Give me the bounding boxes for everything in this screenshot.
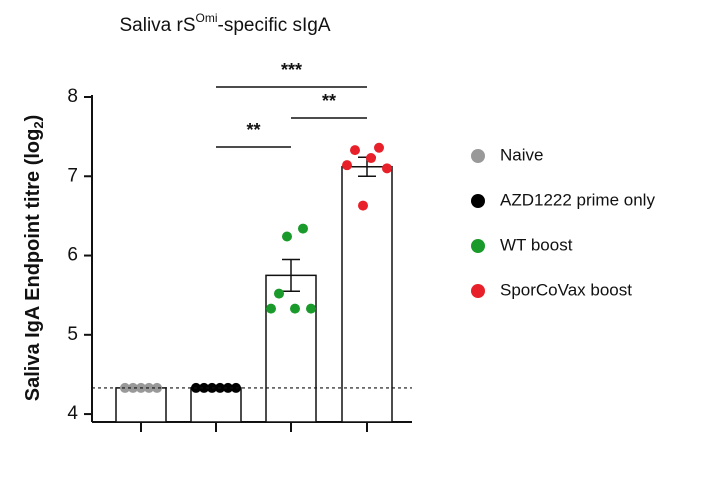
y-tick-label: 5 (67, 324, 78, 345)
significance-label: *** (281, 60, 302, 80)
data-point (374, 142, 384, 153)
chart-title: Saliva rSOmi-specific sIgA (119, 11, 330, 36)
data-point (358, 200, 368, 211)
y-tick-label: 7 (67, 165, 78, 186)
data-point (366, 153, 376, 164)
significance-label: ** (246, 120, 260, 140)
data-point (282, 231, 292, 242)
data-point (382, 163, 392, 174)
data-point (274, 288, 284, 299)
bar (341, 166, 393, 423)
legend-label: WT boost (500, 235, 573, 254)
y-tick-label: 4 (67, 403, 78, 424)
legend-marker (471, 284, 485, 298)
data-point (290, 303, 300, 314)
bar (190, 387, 242, 423)
bar (265, 274, 317, 423)
y-label-part: ) (22, 115, 44, 122)
bar (115, 387, 167, 423)
legend-marker (471, 239, 485, 253)
y-tick-label: 8 (67, 86, 78, 107)
y-tick-label: 6 (67, 245, 78, 266)
legend-marker (471, 149, 485, 163)
data-point (152, 382, 162, 393)
data-point (342, 160, 352, 171)
legend-label: Naive (500, 145, 543, 164)
data-point (199, 382, 209, 393)
data-point (223, 382, 233, 393)
y-axis-label: Saliva IgA Endpoint titre (log2) (22, 115, 46, 402)
y-label-subscript: 2 (31, 121, 46, 128)
legend-label: SporCoVax boost (500, 280, 632, 299)
title-part: Saliva rS (119, 15, 195, 36)
legend-marker (471, 194, 485, 208)
data-point (298, 223, 308, 234)
title-superscript: Omi (196, 11, 218, 25)
data-point (128, 382, 138, 393)
data-point (350, 145, 360, 156)
title-part: -specific sIgA (218, 15, 331, 36)
data-point (306, 303, 316, 314)
y-label-part: Saliva IgA Endpoint titre (log (22, 129, 44, 402)
legend-label: AZD1222 prime only (500, 190, 655, 209)
significance-label: ** (322, 91, 336, 111)
error-bar (282, 258, 300, 292)
data-point (266, 303, 276, 314)
